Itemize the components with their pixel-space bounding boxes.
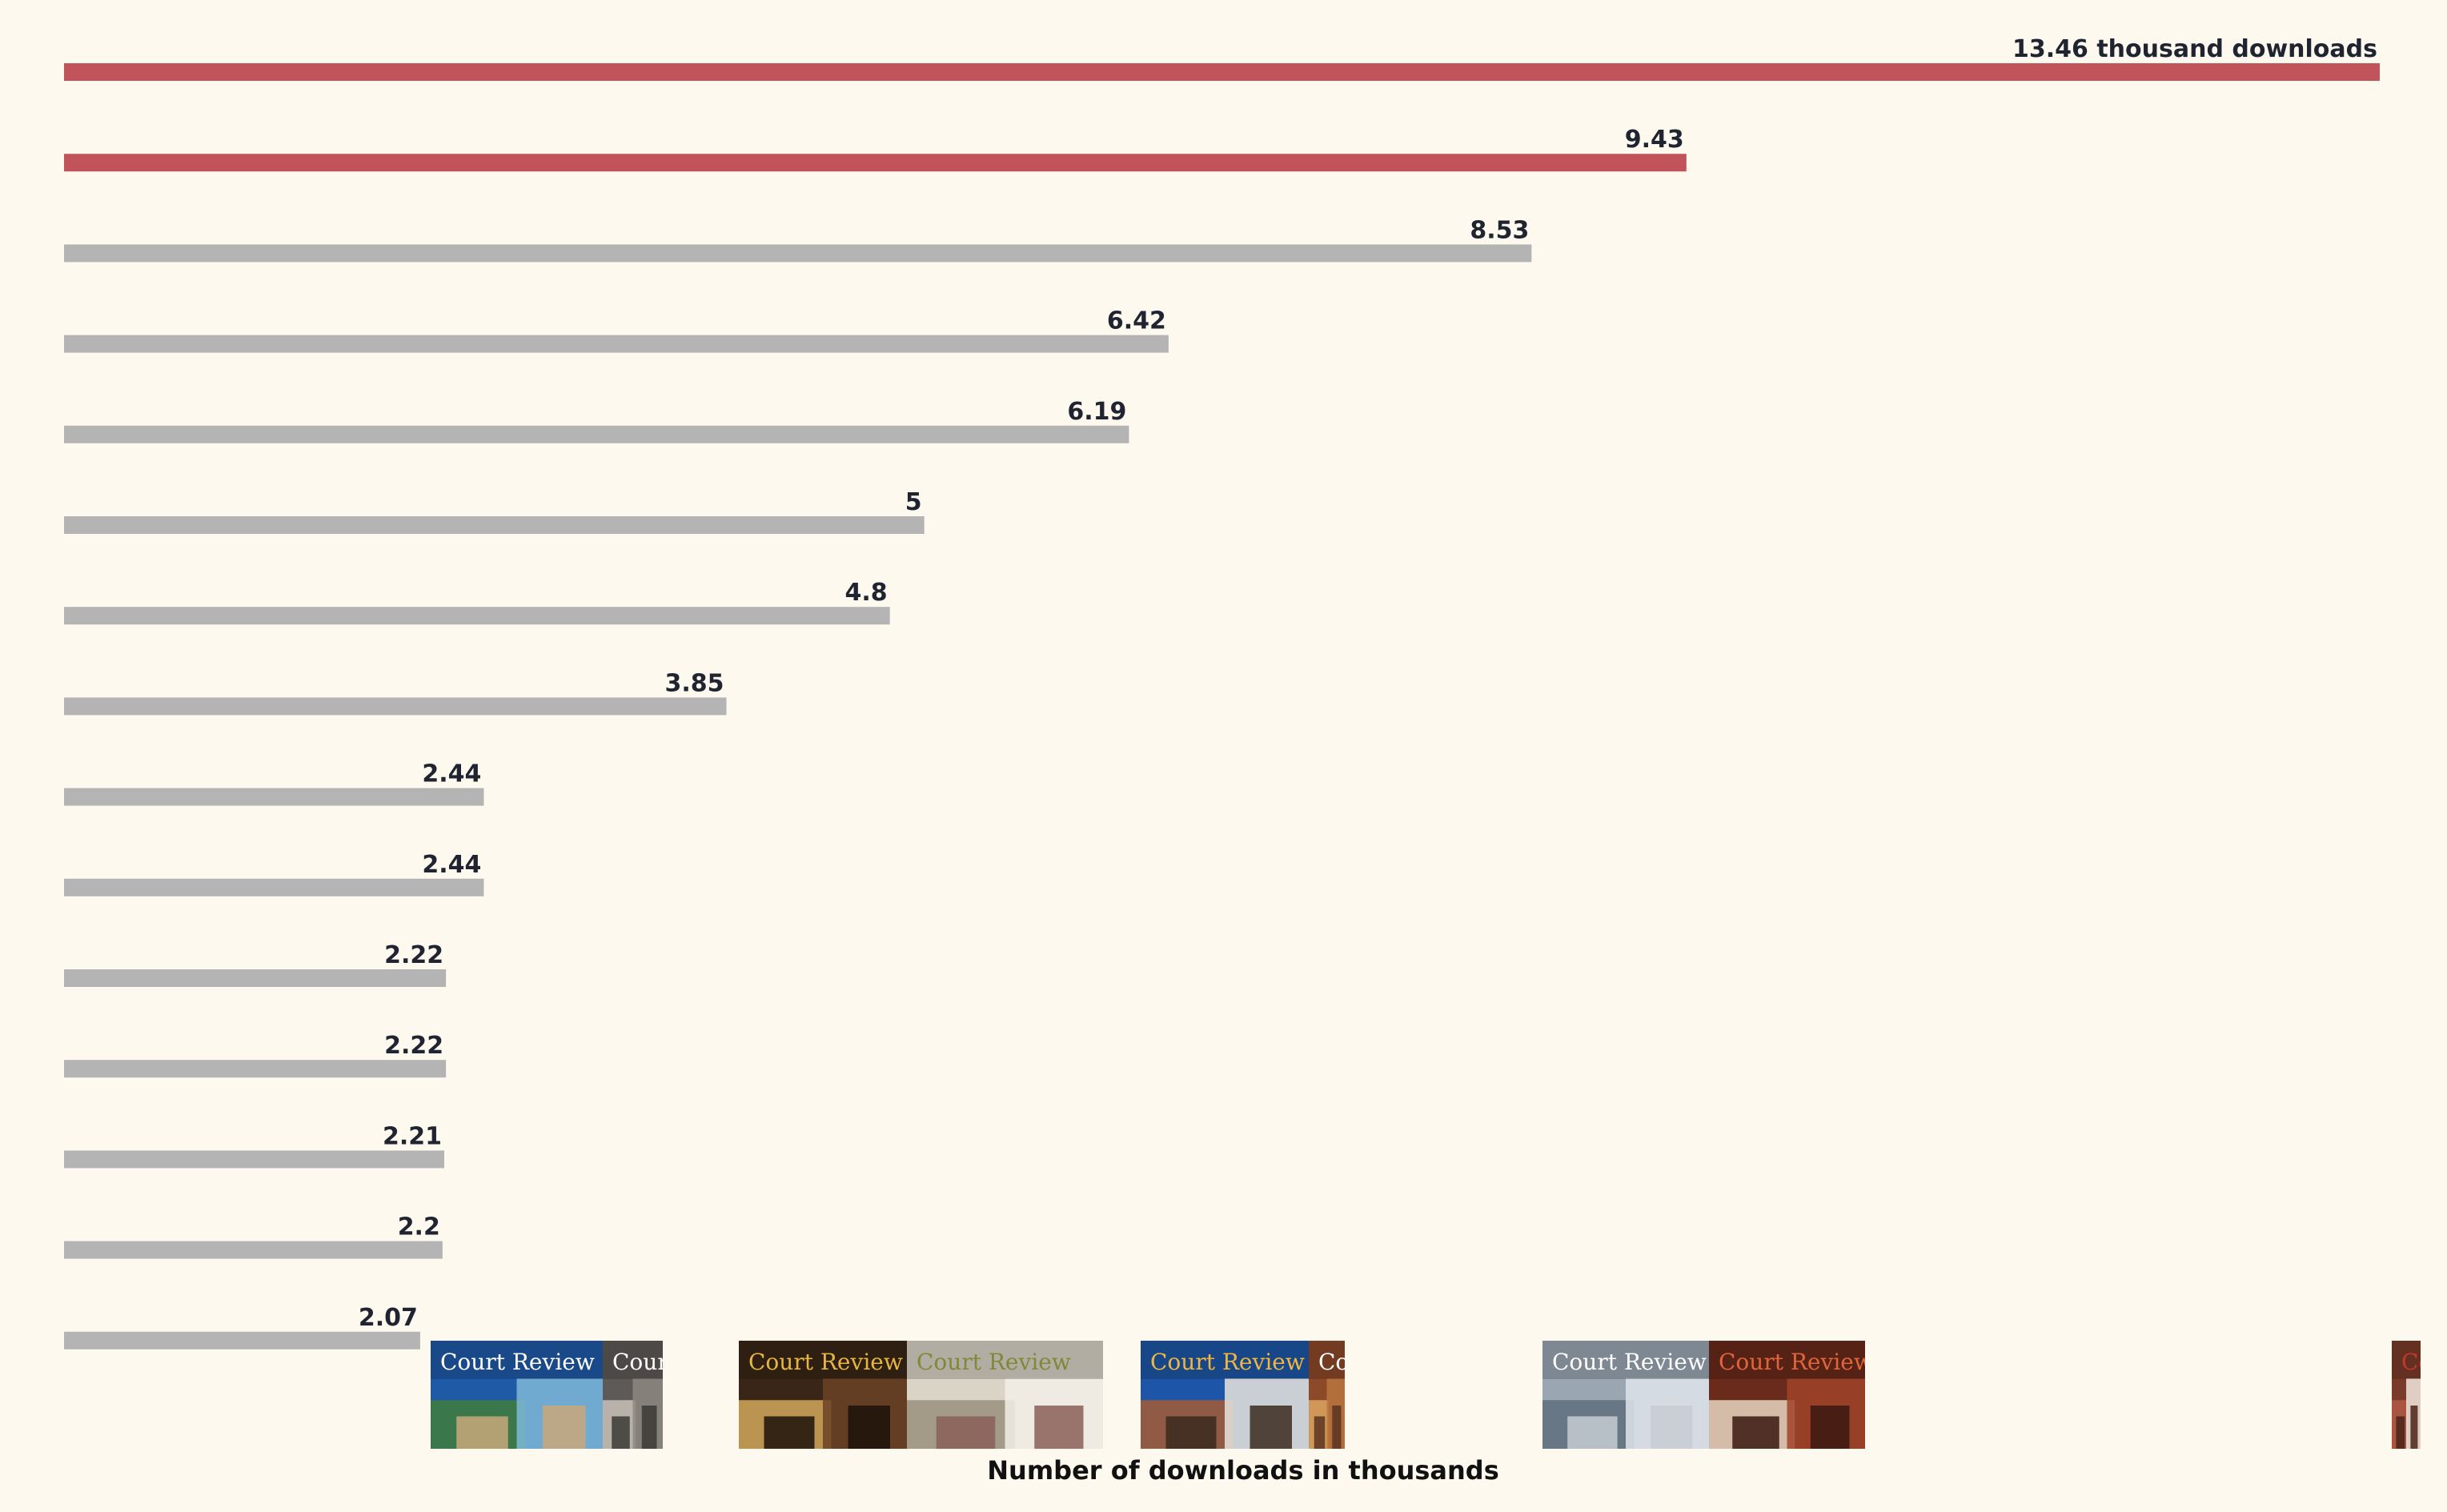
- bar-value-label-12: 2.22: [384, 1032, 443, 1060]
- bar-15: [64, 1331, 420, 1350]
- x-axis-title: Number of downloads in thousands: [987, 1455, 1498, 1486]
- cover-thumbnail-7: Court Review: [1542, 1341, 1709, 1449]
- bar-12: [64, 1060, 447, 1078]
- bar-value-label-10: 2.44: [422, 851, 481, 879]
- bar-value-label-1: 13.46 thousand downloads: [2012, 35, 2377, 63]
- cover-thumbnail-9: Court Review: [2392, 1341, 2447, 1449]
- bar-value-label-9: 2.44: [422, 760, 481, 788]
- bar-2: [64, 154, 1687, 172]
- bar-value-label-14: 2.2: [398, 1213, 440, 1241]
- bar-9: [64, 788, 484, 806]
- bar-3: [64, 244, 1532, 263]
- cover-title: Court Review: [1552, 1349, 1707, 1375]
- cover-thumbnail-8: Court Review: [1709, 1341, 1873, 1449]
- bar-value-label-4: 6.42: [1107, 307, 1166, 335]
- bar-7: [64, 607, 890, 625]
- bar-value-label-7: 4.8: [845, 579, 888, 607]
- cover-title: Court Review: [440, 1349, 595, 1375]
- bar-4: [64, 335, 1169, 353]
- cover-thumbnails-group: Court Review Court Review Court Review Cour…: [431, 1341, 2447, 1449]
- bar-1: [64, 63, 2380, 81]
- cover-thumbnail-1: Court Review: [431, 1341, 603, 1449]
- cover-thumbnail-2: Court Review: [603, 1341, 767, 1449]
- bar-value-label-6: 5: [905, 488, 922, 516]
- cover-thumbnail-6: Court Review: [1309, 1341, 1473, 1449]
- bar-value-label-5: 6.19: [1067, 398, 1126, 426]
- cover-title: Court Review: [1318, 1349, 1473, 1375]
- bar-value-label-11: 2.22: [384, 941, 443, 969]
- cover-thumbnail-4: Court Review: [907, 1341, 1103, 1449]
- cover-title: Court Review: [1150, 1349, 1305, 1375]
- cover-thumbnail-5: Court Review: [1141, 1341, 1309, 1449]
- bar-13: [64, 1150, 445, 1169]
- bars-group: [64, 63, 2380, 1350]
- bar-value-label-13: 2.21: [383, 1122, 442, 1150]
- cover-title: Court Review: [612, 1349, 767, 1375]
- bar-value-label-8: 3.85: [664, 669, 724, 697]
- cover-thumbnail-3: Court Review: [739, 1341, 907, 1449]
- cover-title: Court Review: [748, 1349, 903, 1375]
- bar-value-label-15: 2.07: [359, 1304, 418, 1332]
- cover-title: Court Review: [1719, 1349, 1873, 1375]
- bar-11: [64, 969, 447, 987]
- cover-title: Court Review: [917, 1349, 1071, 1375]
- bar-8: [64, 697, 727, 716]
- value-labels-group: 13.46 thousand downloads 9.43 8.53 6.42 6.19…: [359, 35, 2377, 1332]
- bar-10: [64, 878, 484, 896]
- bar-5: [64, 425, 1129, 443]
- bar-value-label-2: 9.43: [1625, 126, 1684, 154]
- bar-6: [64, 516, 925, 534]
- bar-value-label-3: 8.53: [1470, 216, 1529, 244]
- bar-14: [64, 1241, 443, 1259]
- cover-title: Court Review: [2401, 1349, 2447, 1375]
